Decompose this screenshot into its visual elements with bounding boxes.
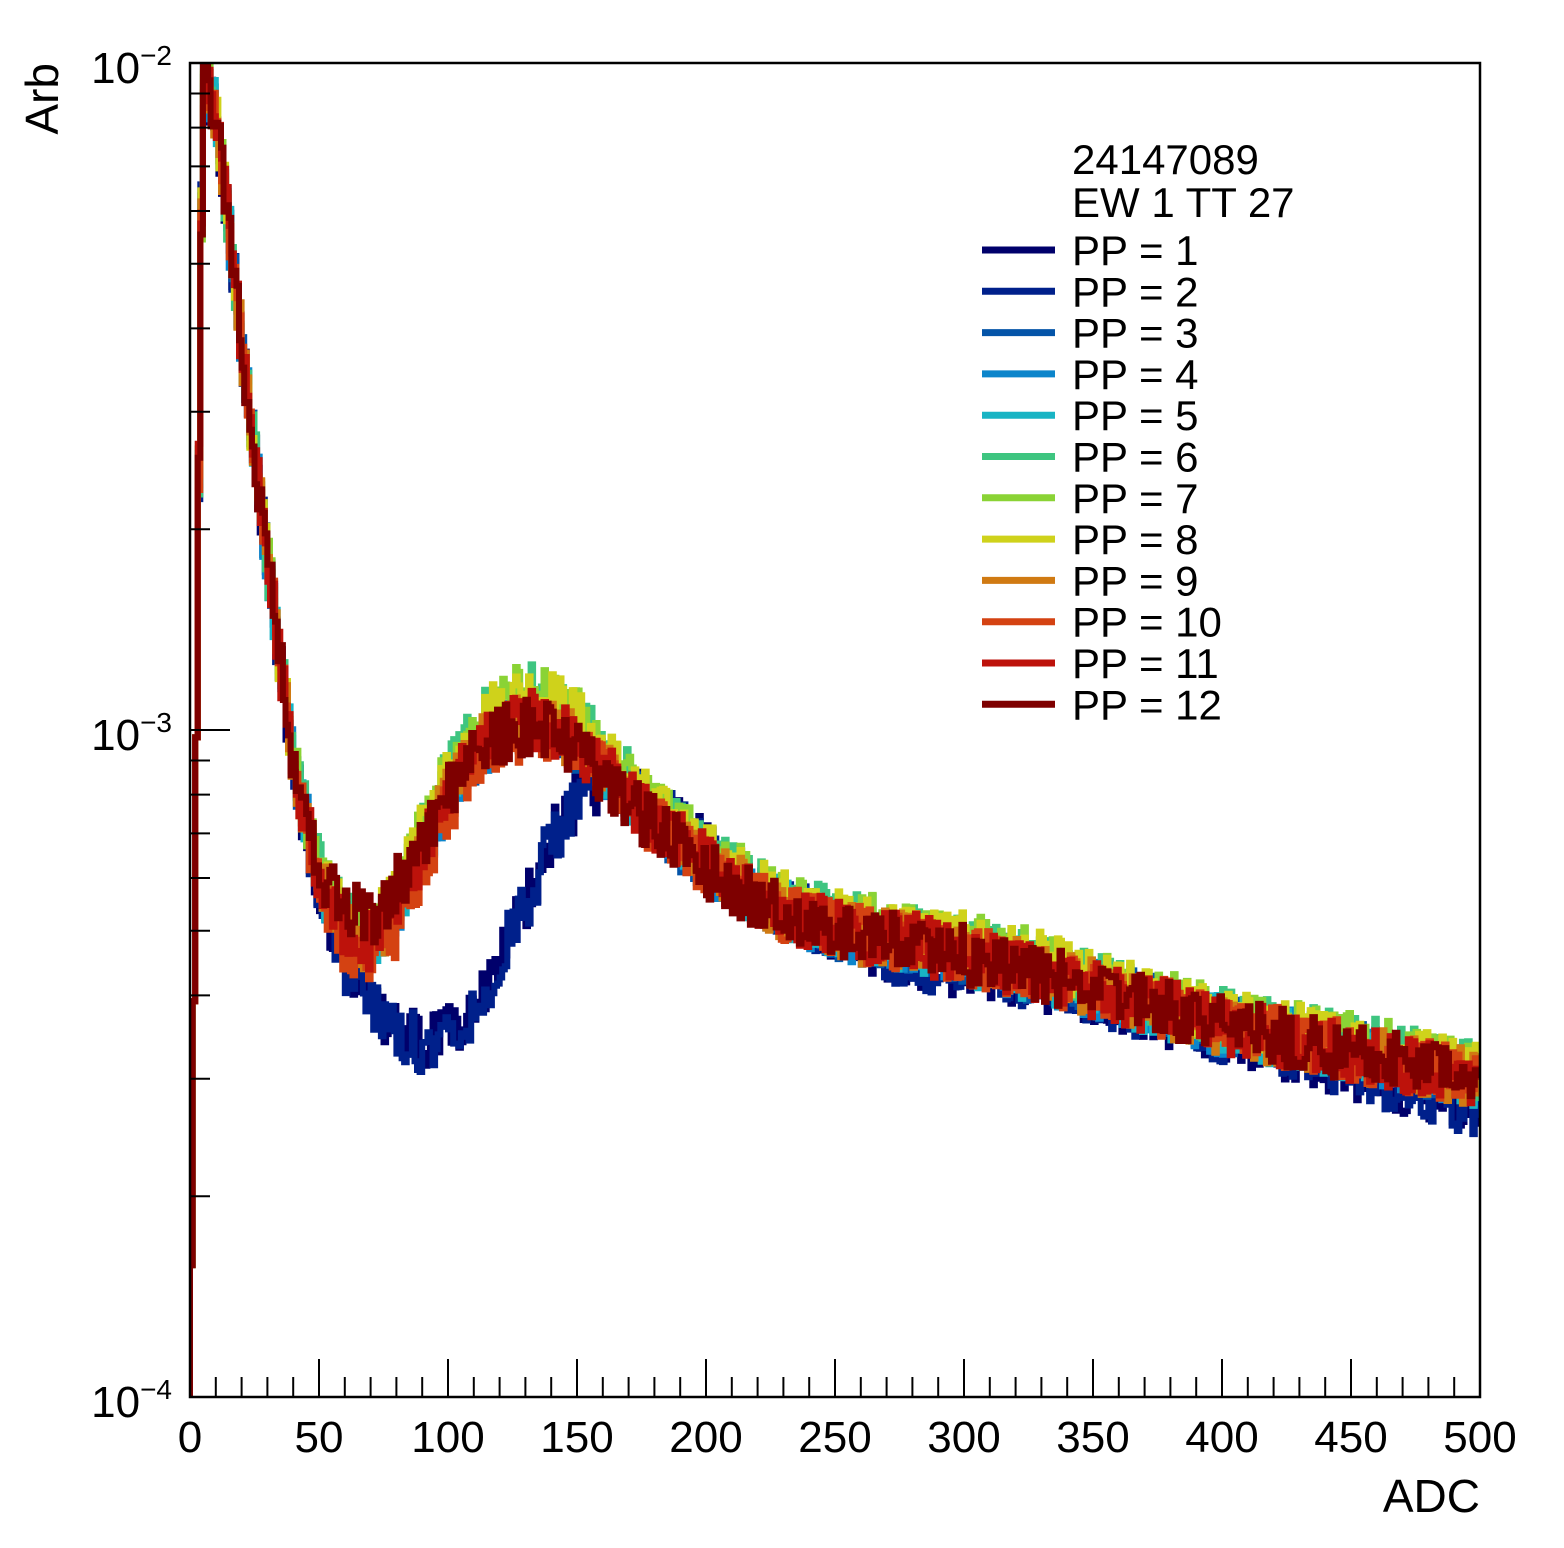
y-axis-ticks: 10−2 10−3 10−4 (91, 40, 230, 1427)
legend-entries: PP = 1PP = 2PP = 3PP = 4PP = 5PP = 6PP =… (982, 227, 1222, 728)
x-tick-label: 500 (1443, 1413, 1516, 1462)
legend: 24147089 EW 1 TT 27 PP = 1PP = 2PP = 3PP… (982, 136, 1295, 728)
y-axis-title: Arb (16, 63, 68, 135)
series-layer (190, 63, 1480, 1397)
x-tick-label: 300 (927, 1413, 1000, 1462)
legend-header-run: 24147089 (1072, 136, 1259, 183)
legend-label-pp-5: PP = 5 (1072, 392, 1199, 439)
legend-label-pp-1: PP = 1 (1072, 227, 1199, 274)
x-tick-label: 250 (798, 1413, 871, 1462)
x-axis-title: ADC (1383, 1470, 1480, 1522)
y-tick-label: 10−3 (91, 707, 172, 760)
legend-label-pp-6: PP = 6 (1072, 434, 1199, 481)
x-axis-ticks: 0 50 100 150 200 250 300 350 400 450 500 (178, 1359, 1517, 1462)
legend-label-pp-3: PP = 3 (1072, 310, 1199, 357)
x-tick-label: 100 (411, 1413, 484, 1462)
y-tick-label: 10−4 (91, 1374, 172, 1427)
y-tick-label: 10−2 (91, 40, 172, 93)
x-tick-label: 200 (669, 1413, 742, 1462)
legend-label-pp-7: PP = 7 (1072, 475, 1199, 522)
legend-label-pp-11: PP = 11 (1072, 640, 1219, 687)
x-tick-label: 50 (295, 1413, 344, 1462)
legend-label-pp-9: PP = 9 (1072, 557, 1199, 604)
x-tick-label: 400 (1185, 1413, 1258, 1462)
x-tick-label: 0 (178, 1413, 202, 1462)
legend-label-pp-12: PP = 12 (1072, 681, 1222, 728)
legend-label-pp-10: PP = 10 (1072, 599, 1222, 646)
legend-label-pp-4: PP = 4 (1072, 351, 1199, 398)
x-tick-label: 350 (1056, 1413, 1129, 1462)
series-line-pp-12 (190, 63, 1480, 1397)
legend-label-pp-2: PP = 2 (1072, 268, 1199, 315)
x-tick-label: 450 (1314, 1413, 1387, 1462)
legend-header-channel: EW 1 TT 27 (1072, 179, 1295, 226)
x-tick-label: 150 (540, 1413, 613, 1462)
legend-label-pp-8: PP = 8 (1072, 516, 1199, 563)
